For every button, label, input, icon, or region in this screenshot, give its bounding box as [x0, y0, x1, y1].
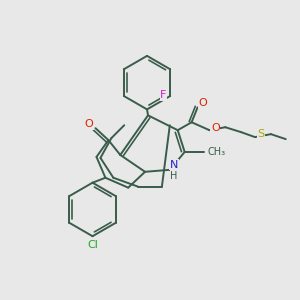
Text: H: H	[170, 171, 178, 181]
Text: Cl: Cl	[87, 240, 98, 250]
Text: CH₃: CH₃	[207, 147, 225, 157]
Text: S: S	[257, 129, 265, 139]
Text: O: O	[211, 123, 220, 133]
Text: N: N	[169, 160, 178, 170]
Text: F: F	[160, 90, 167, 100]
Text: O: O	[198, 98, 207, 108]
Text: O: O	[84, 119, 93, 129]
